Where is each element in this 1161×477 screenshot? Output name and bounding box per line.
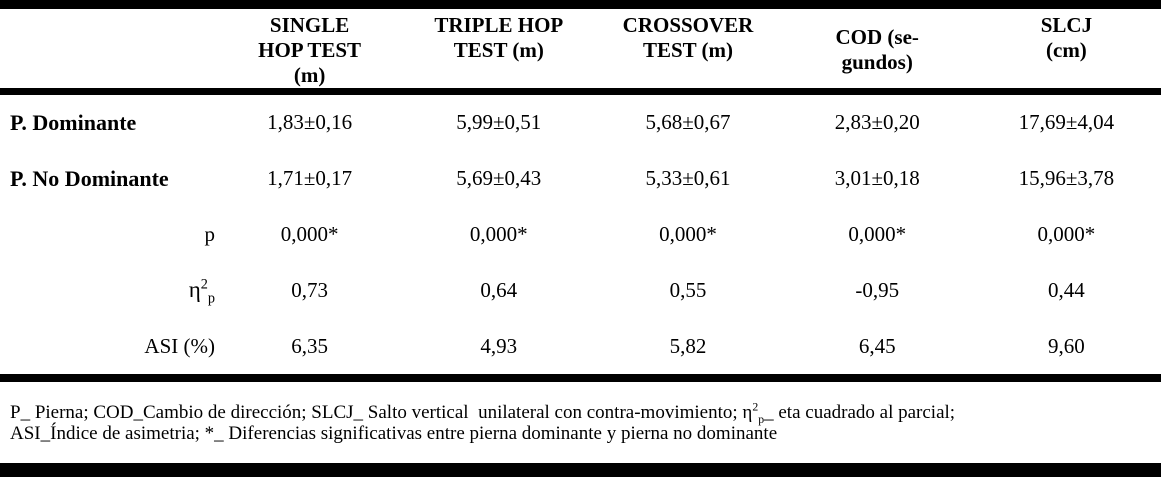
cell-value: 0,44 (1048, 277, 1085, 302)
cell-value: -0,95 (855, 277, 900, 302)
cell-value: 0,73 (291, 277, 328, 302)
row-label: ASI (%) (144, 334, 215, 359)
table-header-row: SINGLE HOP TEST (m) TRIPLE HOP TEST (m) … (0, 9, 1161, 88)
top-rule (0, 0, 1161, 9)
cell-value: 9,60 (1048, 333, 1085, 358)
footnote-text: _ eta cuadrado al parcial; (764, 402, 956, 423)
footnote-separator-rule (0, 374, 1161, 382)
header-line: (cm) (1046, 38, 1087, 62)
table-row-asi: ASI (%) 6,35 4,93 5,82 6,45 9,60 (0, 318, 1161, 374)
row-label: p (204, 222, 216, 247)
cell-value: 4,93 (480, 333, 518, 358)
eta-subscript: p (207, 290, 215, 307)
bottom-rule (0, 463, 1161, 477)
header-line: SINGLE (269, 13, 350, 37)
header-crossover-test: CROSSOVER TEST (m) (593, 13, 782, 88)
footnote-text: P_ Pierna; COD_Cambio de dirección; SLCJ… (10, 402, 743, 423)
table-row-dominante: P. Dominante 1,83±0,16 5,99±0,51 5,68±0,… (0, 95, 1161, 151)
footnote-line-2: ASI_Índice de asimetria; *_ Diferencias … (10, 423, 778, 444)
cell-value: 17,69±4,04 (1018, 110, 1115, 135)
header-slcj: SLCJ (cm) (972, 13, 1161, 88)
table-row-p-value: p 0,000* 0,000* 0,000* 0,000* 0,000* (0, 207, 1161, 263)
cell-value: 0,000* (1037, 221, 1096, 246)
header-line: COD (se- (835, 25, 919, 49)
header-line: gundos) (841, 50, 913, 74)
cell-value: 0,64 (480, 277, 518, 302)
header-line: SLCJ (1040, 13, 1093, 37)
cell-value: 5,99±0,51 (456, 110, 542, 135)
cell-value: 1,71±0,17 (267, 166, 353, 191)
cell-value: 6,45 (858, 333, 896, 358)
cell-value: 0,000* (848, 221, 907, 246)
header-line: HOP TEST (258, 38, 362, 62)
eta-subscript: p (758, 412, 765, 426)
eta-symbol: η (188, 277, 201, 303)
cell-value: 5,82 (669, 333, 707, 358)
header-cod: COD (se- gundos) (783, 13, 972, 88)
cell-value: 0,000* (659, 221, 717, 246)
cell-value: 5,33±0,61 (645, 166, 731, 191)
cell-value: 0,000* (280, 221, 339, 246)
header-triple-hop-test: TRIPLE HOP TEST (m) (404, 13, 593, 88)
table-footnote: P_ Pierna; COD_Cambio de dirección; SLCJ… (0, 382, 1161, 463)
cell-value: 1,83±0,16 (267, 110, 353, 135)
header-single-hop-test: SINGLE HOP TEST (m) (215, 13, 404, 88)
table-body: P. Dominante 1,83±0,16 5,99±0,51 5,68±0,… (0, 95, 1161, 374)
header-line: CROSSOVER (622, 13, 754, 37)
cell-value: 3,01±0,18 (834, 166, 920, 191)
cell-value: 2,83±0,20 (834, 110, 920, 135)
eta-symbol: η (742, 402, 753, 423)
header-underline-rule (0, 88, 1161, 95)
cell-value: 5,68±0,67 (645, 110, 731, 135)
table-row-eta-squared: η2p 0,73 0,64 0,55 -0,95 0,44 (0, 262, 1161, 318)
row-label: P. Dominante (10, 109, 137, 135)
table-row-no-dominante: P. No Dominante 1,71±0,17 5,69±0,43 5,33… (0, 151, 1161, 207)
eta-superscript: 2 (200, 276, 208, 293)
header-line: TEST (m) (642, 38, 734, 62)
header-line: TRIPLE HOP (434, 13, 564, 37)
row-label-eta: η2p (0, 276, 215, 306)
header-line: TEST (m) (453, 38, 544, 62)
cell-value: 0,000* (469, 221, 528, 246)
footnote-line-1: P_ Pierna; COD_Cambio de dirección; SLCJ… (10, 400, 1149, 426)
header-line: (m) (293, 63, 326, 87)
cell-value: 5,69±0,43 (456, 166, 542, 191)
cell-value: 15,96±3,78 (1018, 166, 1115, 191)
row-label: P. No Dominante (10, 165, 169, 191)
cell-value: 6,35 (291, 333, 328, 358)
cell-value: 0,55 (669, 277, 707, 302)
eta-superscript: 2 (752, 400, 759, 414)
header-spacer (0, 13, 215, 88)
